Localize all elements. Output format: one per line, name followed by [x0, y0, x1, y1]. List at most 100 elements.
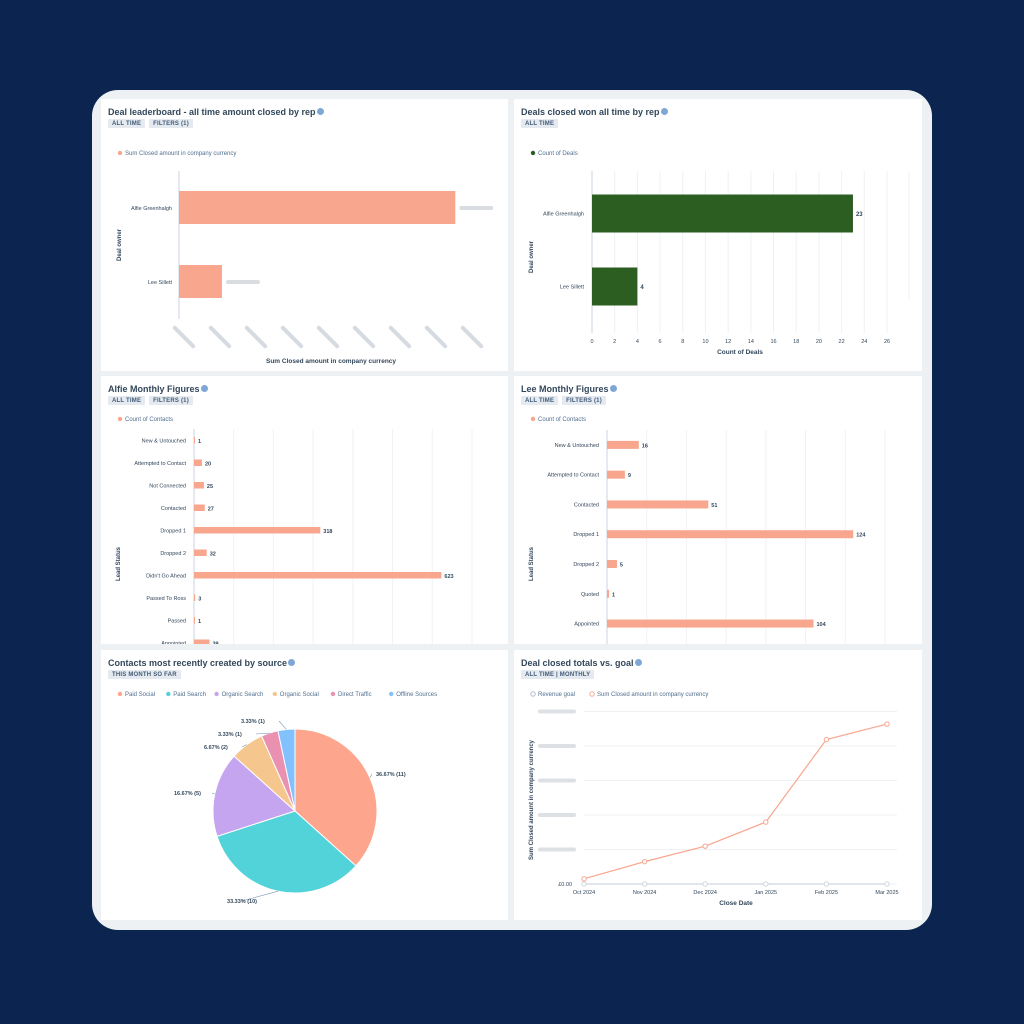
- data-label: 39: [212, 641, 218, 644]
- info-icon[interactable]: [200, 385, 208, 392]
- tick-label-hidden: [424, 325, 448, 349]
- tick-label: 22: [839, 339, 845, 345]
- data-label: 4: [640, 285, 644, 291]
- data-label: 20: [205, 461, 211, 467]
- y-axis-title: Deal owner: [529, 240, 535, 273]
- card-title[interactable]: Contacts most recently created by source: [108, 658, 296, 668]
- y-axis-title: Lead Status: [529, 546, 535, 581]
- legend-marker: [530, 150, 536, 156]
- tick-label-hidden: [538, 847, 576, 852]
- tick-label: 8: [681, 339, 684, 345]
- tick-label: 6: [659, 339, 662, 345]
- bar: [194, 572, 442, 579]
- data-point: [763, 819, 769, 825]
- legend-label: Sum Closed amount in company currency: [125, 151, 236, 157]
- data-label: 51: [711, 503, 717, 509]
- category-label: Dropped 1: [573, 532, 599, 538]
- data-label: 318: [323, 529, 332, 535]
- chart-contacts-by-source: Paid Social Paid Search Organic Search Orga…: [117, 691, 437, 905]
- legend-marker: [530, 416, 536, 422]
- value-label-hidden: [459, 206, 494, 210]
- card-deal-leaderboard: Deal leaderboard - all time amount close…: [101, 99, 508, 371]
- chart-lee-monthly: Count of Contacts020406080100120140New &…: [529, 416, 886, 644]
- card-title[interactable]: Deal leaderboard - all time amount close…: [108, 107, 324, 117]
- data-label: 16.67% (5): [174, 791, 201, 797]
- tick-label: £0.00: [558, 882, 572, 888]
- legend-label: Paid Social: [125, 692, 155, 698]
- info-icon[interactable]: [634, 659, 642, 666]
- tick-label-hidden: [388, 325, 412, 349]
- chip-date-range[interactable]: ALL TIME: [521, 396, 559, 405]
- tick-label: 2: [613, 339, 616, 345]
- data-label: 5: [620, 563, 623, 569]
- chip-filters[interactable]: FILTERS (1): [149, 396, 193, 405]
- legend-label: Paid Search: [173, 692, 206, 698]
- data-point: [884, 721, 890, 727]
- chip-date-range[interactable]: ALL TIME: [108, 396, 146, 405]
- filter-chips: ALL TIME FILTERS (1): [521, 396, 606, 405]
- info-icon[interactable]: [316, 108, 324, 115]
- data-label: 3.33% (1): [218, 732, 242, 738]
- data-point: [581, 881, 587, 887]
- tick-label-hidden: [538, 813, 576, 817]
- legend-marker: [589, 691, 595, 697]
- tick-label-hidden: [316, 325, 340, 349]
- chip-date-range[interactable]: ALL TIME: [108, 119, 146, 128]
- legend-marker: [166, 691, 171, 697]
- y-axis-title: Deal owner: [117, 228, 123, 261]
- x-axis-title: Count of Deals: [717, 349, 763, 356]
- data-label: 6.67% (2): [204, 745, 228, 751]
- chip-date-range[interactable]: ALL TIME: [521, 119, 559, 128]
- tick-label: 20: [816, 339, 822, 345]
- data-label: 33.33% (10): [227, 899, 257, 905]
- dashboard-frame: Deal leaderboard - all time amount close…: [92, 90, 932, 930]
- pie-slice: [216, 810, 357, 894]
- data-label: 9: [628, 473, 631, 479]
- data-point: [702, 843, 708, 849]
- card-title[interactable]: Lee Monthly Figures: [521, 384, 617, 394]
- bar: [592, 267, 638, 306]
- legend-label: Organic Search: [222, 692, 264, 698]
- category-label: Quoted: [581, 592, 599, 598]
- card-title[interactable]: Deal closed totals vs. goal: [521, 658, 642, 668]
- data-label: 3.33% (1): [241, 719, 265, 725]
- filter-chips: THIS MONTH SO FAR: [108, 670, 181, 679]
- leader-line: [278, 720, 287, 730]
- tick-label: 18: [793, 339, 799, 345]
- tick-label: 10: [702, 339, 708, 345]
- legend-label: Count of Deals: [538, 151, 578, 157]
- bar: [194, 549, 207, 556]
- category-label: Lee Sillett: [148, 280, 173, 286]
- leader-line: [369, 773, 373, 778]
- legend-label: Direct Traffic: [338, 692, 372, 698]
- info-icon[interactable]: [609, 385, 617, 392]
- info-icon[interactable]: [660, 108, 668, 115]
- category-label: Alfie Greenhalgh: [543, 212, 584, 218]
- data-label: 16: [642, 443, 648, 449]
- tick-label-hidden: [460, 325, 484, 349]
- legend-marker: [530, 691, 536, 697]
- card-title[interactable]: Alfie Monthly Figures: [108, 384, 208, 394]
- legend-label: Count of Contacts: [538, 417, 586, 423]
- x-axis-title: Sum Closed amount in company currency: [266, 358, 396, 365]
- data-point: [884, 881, 890, 887]
- chip-date-range[interactable]: THIS MONTH SO FAR: [108, 670, 181, 679]
- card-title[interactable]: Deals closed won all time by rep: [521, 107, 668, 117]
- tick-label: Feb 2025: [815, 890, 838, 896]
- category-label: Appointed: [574, 622, 599, 628]
- data-label: 623: [444, 574, 453, 580]
- tick-label-hidden: [172, 325, 196, 349]
- leader-line: [241, 744, 247, 748]
- chip-filters[interactable]: FILTERS (1): [562, 396, 606, 405]
- tick-label-hidden: [352, 325, 376, 349]
- bar: [194, 639, 210, 644]
- legend-label: Sum Closed amount in company currency: [597, 692, 708, 698]
- data-point: [823, 736, 830, 743]
- bar: [592, 194, 853, 233]
- category-label: Appointed: [161, 641, 186, 644]
- chip-date-range[interactable]: ALL TIME | MONTHLY: [521, 670, 595, 679]
- chip-filters[interactable]: FILTERS (1): [149, 119, 193, 128]
- info-icon[interactable]: [288, 659, 296, 666]
- y-axis-title: Sum Closed amount in company currency: [529, 739, 535, 860]
- category-label: Lee Sillett: [560, 285, 585, 291]
